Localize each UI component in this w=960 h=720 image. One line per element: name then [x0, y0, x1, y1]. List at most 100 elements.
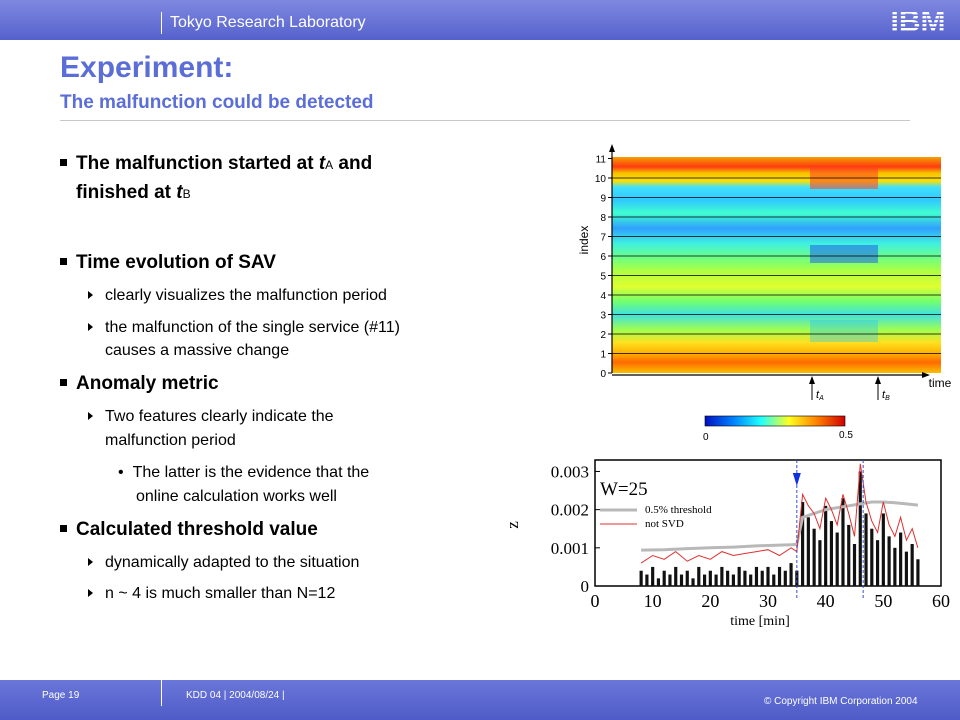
- chart-yticks: 0 0.001 0.002 0.003: [551, 462, 600, 596]
- marker-ta-arrow-icon: [809, 376, 815, 384]
- z-bar: [668, 574, 672, 586]
- not-svd-line: [640, 463, 919, 564]
- z-bar: [760, 570, 764, 586]
- sub-sub-bullet-evidence-line2: online calculation works well: [136, 488, 337, 505]
- z-bar: [685, 570, 689, 586]
- page-number: Page 19: [42, 690, 80, 701]
- heatmap-anomaly-mid: [810, 245, 878, 263]
- heatmap-tick-label: 9: [600, 194, 606, 205]
- marker-tb-label: tB: [882, 389, 890, 402]
- page-title: Experiment:: [60, 51, 234, 84]
- heatmap-field: [612, 157, 941, 373]
- triangle-bullet-icon: [88, 412, 93, 420]
- heatmap-tick-label: 11: [596, 155, 607, 166]
- z-bar: [818, 540, 822, 586]
- heatmap-yticks: 0 1 2 3 4 5 6 7 8 9 10 11: [595, 155, 612, 380]
- z-bar: [910, 544, 914, 586]
- x-tick-label: 10: [644, 591, 662, 611]
- z-bar: [870, 528, 874, 586]
- z-bar: [743, 570, 747, 586]
- heatmap-tick-label: 7: [600, 233, 606, 244]
- z-bar: [702, 574, 707, 586]
- z-bar: [645, 574, 649, 586]
- z-bar: [795, 570, 799, 586]
- title-rule: [60, 120, 910, 121]
- z-bar: [656, 578, 661, 586]
- bullet-malfunction-line2: finished at tB: [76, 182, 191, 203]
- footer-separator: [161, 680, 162, 706]
- heatmap-tick-label: 0: [600, 369, 606, 380]
- square-bullet-icon: [60, 379, 67, 386]
- heatmap-gridlines: [612, 177, 941, 354]
- y-tick-label: 0.001: [551, 539, 589, 558]
- sub-bullet-single-service-line2: causes a massive change: [105, 342, 290, 359]
- chart-bars: [639, 471, 920, 586]
- heatmap-ylabel: index: [577, 226, 591, 255]
- sub-bullet-visualizes: clearly visualizes the malfunction perio…: [88, 287, 387, 305]
- chart-ylabel: z: [503, 521, 522, 529]
- z-bar: [916, 559, 920, 586]
- colorbar-min: 0: [703, 432, 709, 443]
- heatmap-xlabel: time: [929, 376, 952, 390]
- y-axis-arrow-icon: [609, 144, 615, 152]
- z-bar: [737, 566, 741, 586]
- z-bar: [829, 521, 834, 586]
- copyright: © Copyright IBM Corporation 2004: [764, 696, 918, 707]
- z-bar: [697, 566, 701, 586]
- z-bar: [777, 566, 782, 586]
- ibm-logo: IBM: [891, 5, 946, 36]
- heatmap-tick-label: 2: [600, 330, 606, 341]
- x-tick-label: 0: [591, 591, 600, 611]
- marker-tb-arrow-icon: [875, 376, 881, 384]
- z-bar: [852, 544, 857, 586]
- x-tick-label: 60: [932, 591, 950, 611]
- marker-ta-label: tA: [816, 389, 824, 402]
- colorbar: [704, 415, 846, 427]
- threshold-line: [641, 500, 919, 552]
- z-bar: [749, 574, 753, 586]
- z-bar: [731, 574, 735, 586]
- z-bar: [754, 566, 759, 586]
- heatmap-tick-label: 4: [600, 291, 606, 302]
- x-tick-label: 30: [759, 591, 777, 611]
- z-bar: [806, 517, 810, 586]
- z-bar: [662, 570, 666, 586]
- z-bar: [858, 471, 862, 586]
- legend-threshold-label: 0.5% threshold: [645, 504, 712, 516]
- sub-bullet-n-smaller: n ~ 4 is much smaller than N=12: [88, 585, 335, 603]
- sub-bullet-single-service: the malfunction of the single service (#…: [88, 319, 400, 337]
- z-bar: [720, 566, 724, 586]
- z-bar: [772, 574, 776, 586]
- heatmap-anomaly-low: [810, 320, 878, 342]
- y-tick-label: 0.002: [551, 501, 589, 520]
- z-bar: [881, 513, 885, 586]
- x-tick-label: 20: [701, 591, 719, 611]
- z-bar: [708, 570, 712, 586]
- x-tick-label: 40: [817, 591, 835, 611]
- z-bar: [639, 570, 643, 586]
- z-bar: [875, 540, 880, 586]
- triangle-bullet-icon: [88, 291, 93, 299]
- chart-xlabel: time [min]: [730, 614, 790, 629]
- z-bar: [847, 524, 851, 586]
- z-bar: [679, 574, 684, 586]
- z-bar: [801, 502, 805, 586]
- z-bar: [841, 498, 845, 586]
- window-annotation: W=25: [600, 479, 648, 500]
- z-bar: [789, 563, 793, 586]
- z-bar: [651, 566, 655, 586]
- period-markers: [792, 460, 864, 600]
- sub-sub-bullet-evidence: • The latter is the evidence that the: [118, 464, 370, 481]
- square-bullet-icon: [60, 258, 67, 265]
- z-bar: [726, 570, 730, 586]
- z-bar: [812, 528, 816, 586]
- page-subtitle: The malfunction could be detected: [60, 92, 374, 113]
- z-bar: [887, 536, 891, 586]
- bullet-threshold: Calculated threshold value: [60, 519, 318, 541]
- z-bar: [691, 578, 695, 586]
- sub-bullet-two-features-line2: malfunction period: [105, 432, 236, 449]
- heatmap-tick-label: 10: [595, 174, 607, 185]
- colorbar-max: 0.5: [839, 430, 853, 441]
- chart-xticks: 0 10 20 30 40 50 60: [591, 581, 950, 611]
- square-bullet-icon: [60, 525, 67, 532]
